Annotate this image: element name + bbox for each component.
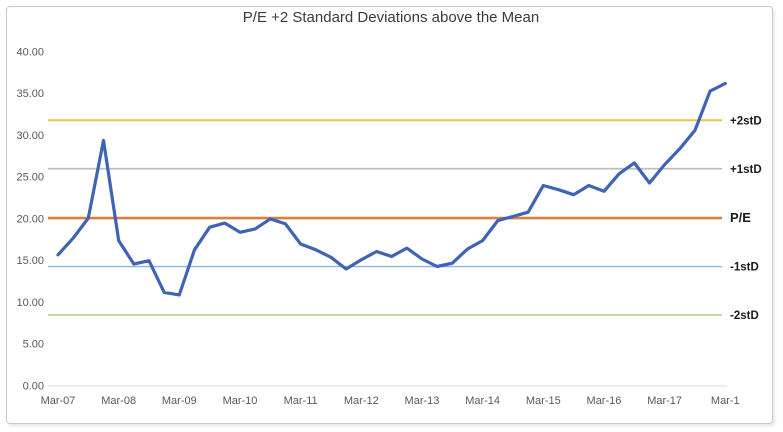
- x-tick-label: Mar-10: [223, 395, 258, 407]
- x-tick-label: Mar-16: [587, 395, 622, 407]
- x-tick-label: Mar-12: [344, 395, 379, 407]
- y-axis-tick-labels: 40.00 35.00 30.00 25.00 20.00 15.00 10.00 5.00 0…: [16, 46, 44, 392]
- y-tick-label: 0.00: [23, 381, 44, 393]
- x-tick-label: Mar-09: [162, 395, 197, 407]
- ref-line-label: -2stD: [730, 310, 759, 322]
- x-tick-label: Mar-1: [711, 395, 740, 407]
- y-tick-label: 30.00: [16, 130, 44, 142]
- chart-title: P/E +2 Standard Deviations above the Mea…: [243, 9, 539, 26]
- y-tick-label: 35.00: [16, 88, 44, 100]
- reference-line-labels: +2stD +1stD P/E -1stD -2stD: [730, 115, 762, 322]
- y-tick-label: 10.00: [16, 297, 44, 309]
- reference-lines: [48, 119, 722, 316]
- x-tick-label: Mar-08: [101, 395, 136, 407]
- ref-line-label: -1stD: [730, 262, 759, 274]
- ref-line-label: +1stD: [730, 164, 762, 176]
- x-tick-label: Mar-11: [284, 395, 318, 407]
- y-tick-label: 40.00: [16, 46, 44, 58]
- y-tick-label: 5.00: [23, 339, 44, 351]
- x-tick-label: Mar-17: [647, 395, 682, 407]
- x-axis-tick-labels: Mar-07 Mar-08 Mar-09 Mar-10 Mar-11 Mar-12 Mar-…: [41, 395, 740, 407]
- y-tick-label: 15.00: [16, 255, 44, 267]
- x-tick-label: Mar-14: [465, 395, 500, 407]
- y-tick-label: 20.00: [16, 213, 44, 225]
- x-tick-label: Mar-07: [41, 395, 76, 407]
- x-tick-label: Mar-13: [405, 395, 440, 407]
- ref-line-label: +2stD: [730, 115, 762, 127]
- chart-card: [6, 6, 773, 424]
- x-tick-label: Mar-15: [526, 395, 561, 407]
- y-tick-label: 25.00: [16, 172, 44, 184]
- pe-series-line: [56, 81, 727, 297]
- ref-line-label: P/E: [730, 210, 751, 225]
- pe-series: [56, 81, 727, 297]
